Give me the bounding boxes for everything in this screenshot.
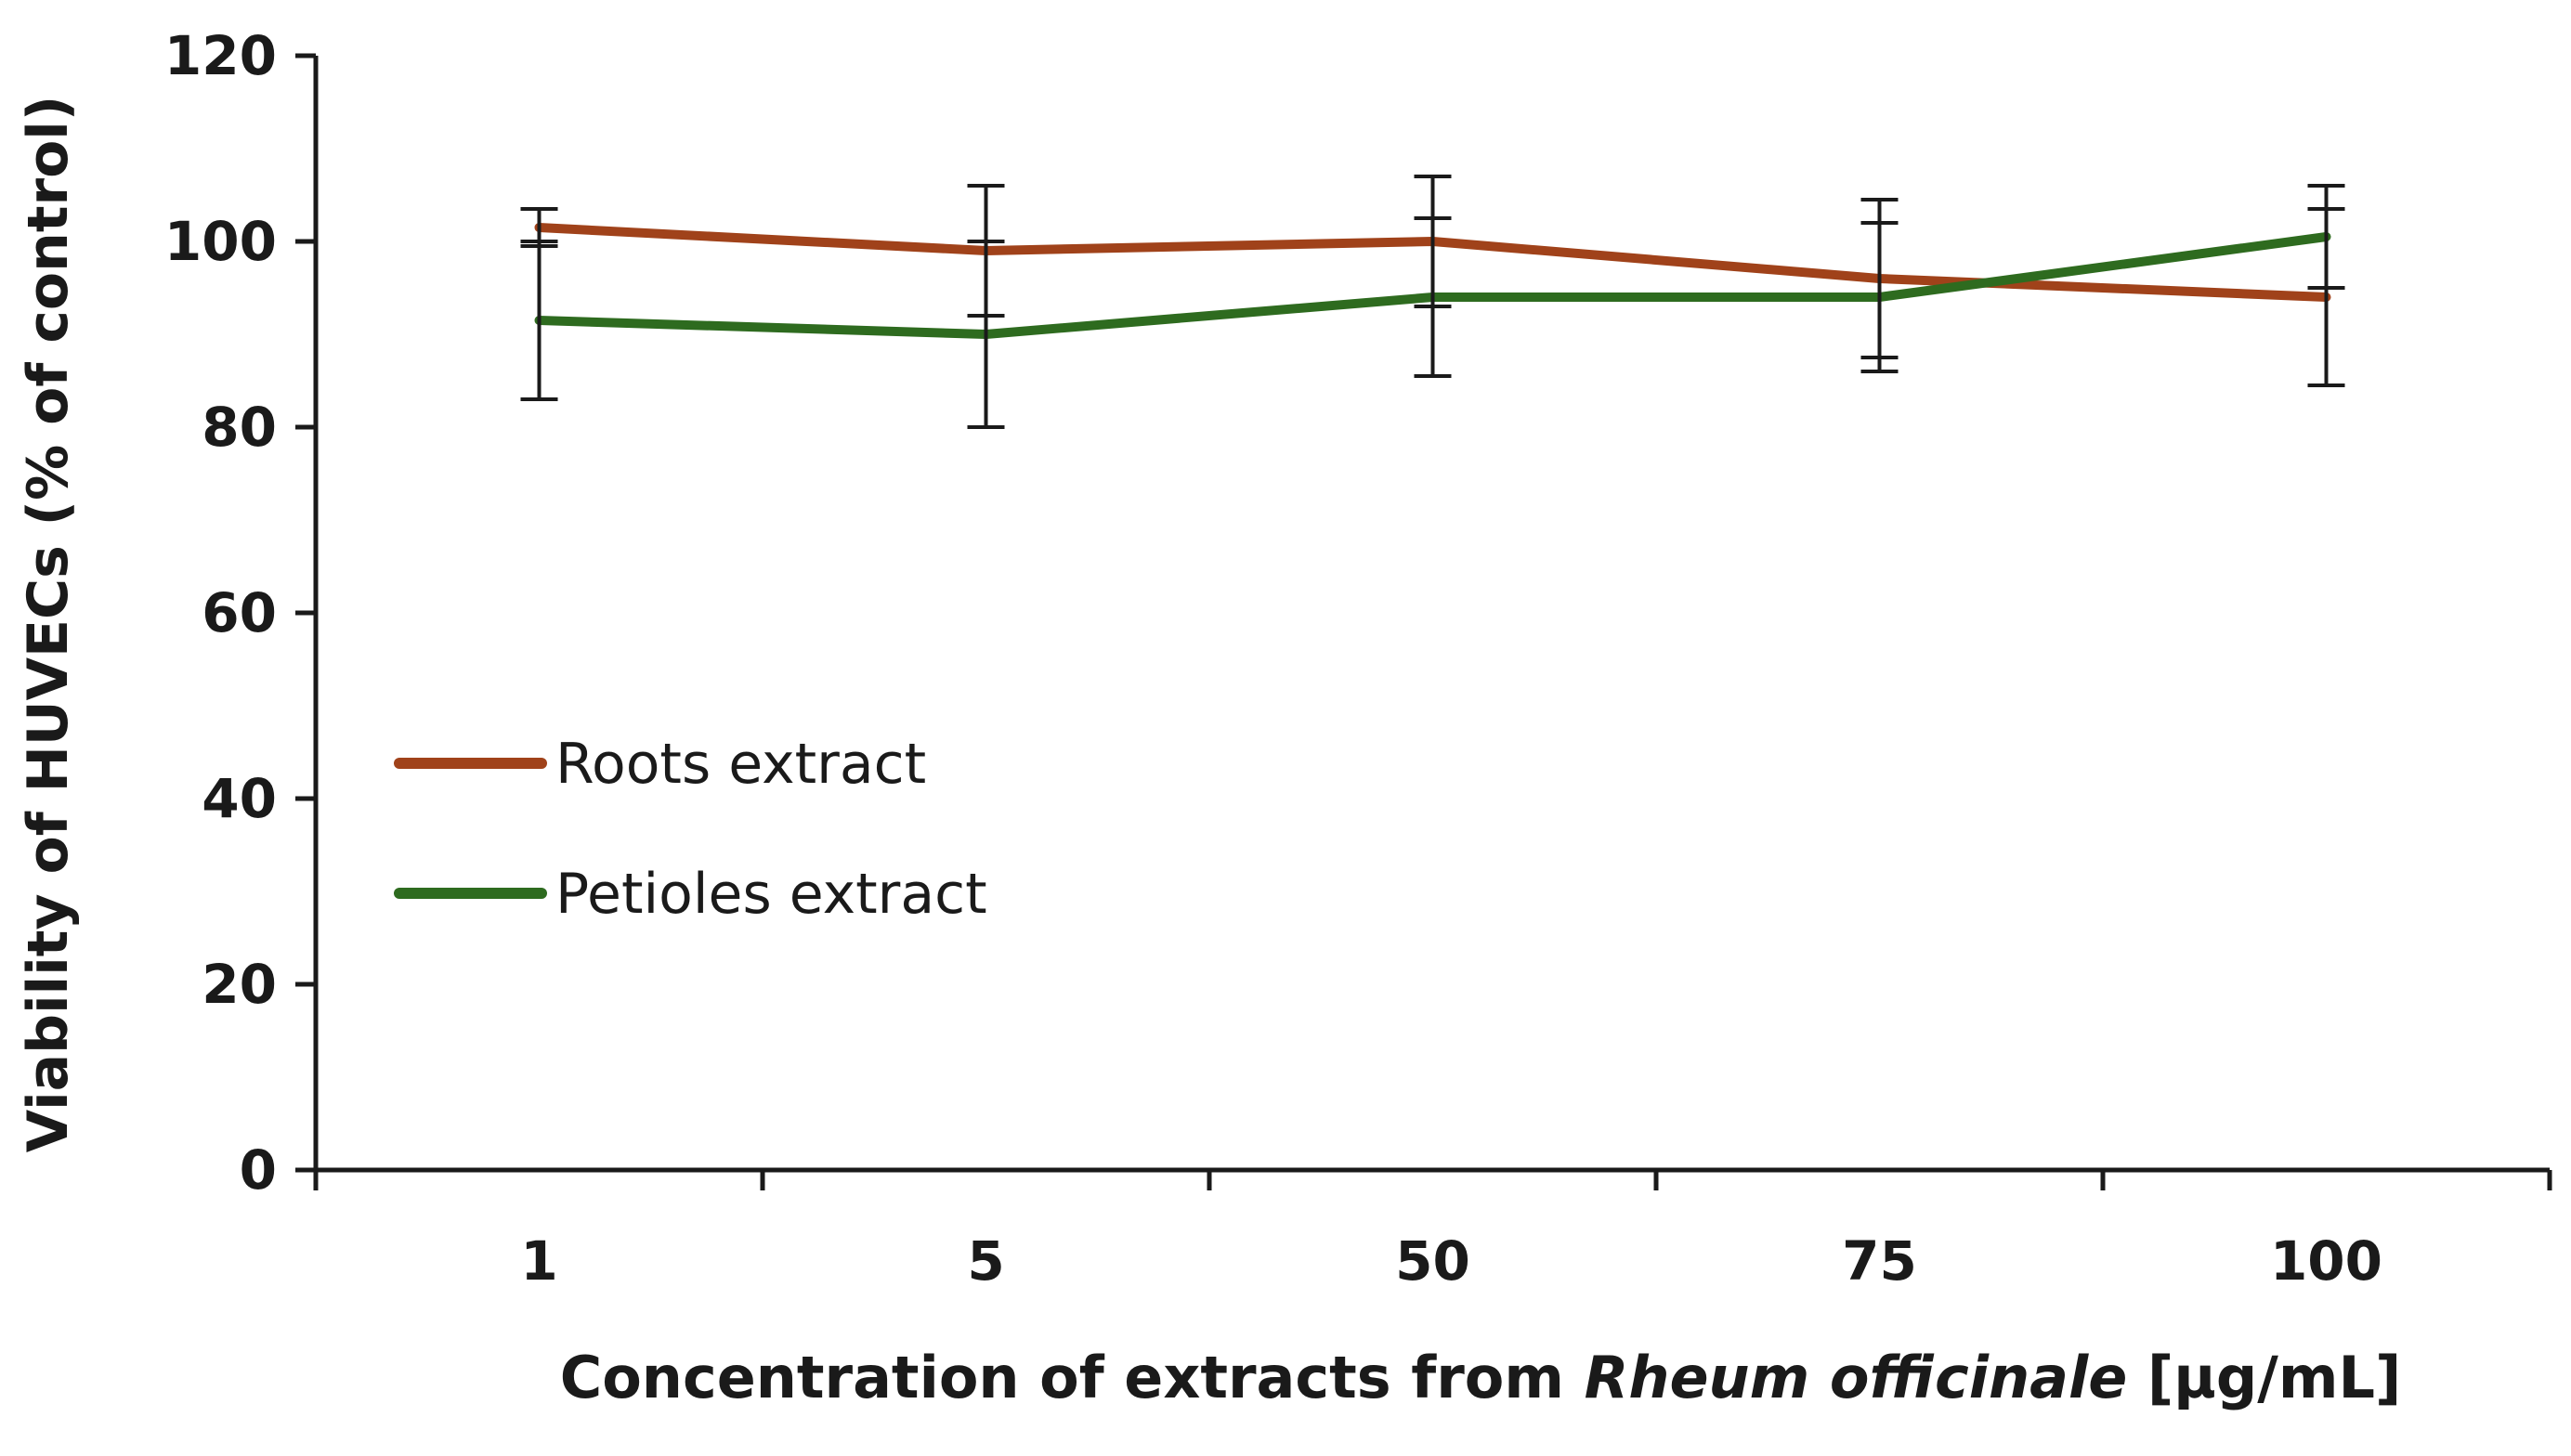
x-axis-title-unit: [µg/mL] xyxy=(2127,1344,2401,1411)
x-tick-label: 1 xyxy=(520,1229,557,1293)
error-bar-petioles xyxy=(2307,184,2345,290)
y-tick-label: 0 xyxy=(240,1138,277,1202)
error-bar-petioles xyxy=(967,240,1005,429)
y-tick-label: 20 xyxy=(202,953,277,1016)
y-axis: 0 20 40 60 80 100 120 xyxy=(164,24,319,1202)
x-tick-label: 75 xyxy=(1842,1229,1917,1293)
legend-label-petioles: Petioles extract xyxy=(555,862,987,927)
y-tick-label: 80 xyxy=(202,396,277,459)
x-axis-title: Concentration of extracts from Rheum off… xyxy=(560,1344,2402,1411)
y-tick-label: 40 xyxy=(202,767,277,830)
y-tick-label: 60 xyxy=(202,581,277,644)
x-axis-title-prefix: Concentration of extracts from xyxy=(560,1344,1585,1411)
y-axis-title: Viability of HUVECs (% of control) xyxy=(16,96,81,1153)
x-axis: 1 5 50 75 100 xyxy=(313,1167,2552,1293)
legend-label-roots: Roots extract xyxy=(555,732,926,797)
error-bar-petioles xyxy=(1414,216,1452,378)
error-bar-petioles xyxy=(1860,221,1899,373)
legend: Roots extract Petioles extract xyxy=(394,732,987,927)
x-tick-label: 5 xyxy=(967,1229,1004,1293)
error-bar-petioles xyxy=(520,240,558,401)
x-tick-label: 100 xyxy=(2270,1229,2382,1293)
x-axis-title-species: Rheum officinale xyxy=(1585,1344,2128,1411)
error-bars xyxy=(520,175,2345,429)
y-tick-label: 100 xyxy=(164,210,277,273)
y-tick-label: 120 xyxy=(164,24,277,87)
x-tick-label: 50 xyxy=(1395,1229,1470,1293)
